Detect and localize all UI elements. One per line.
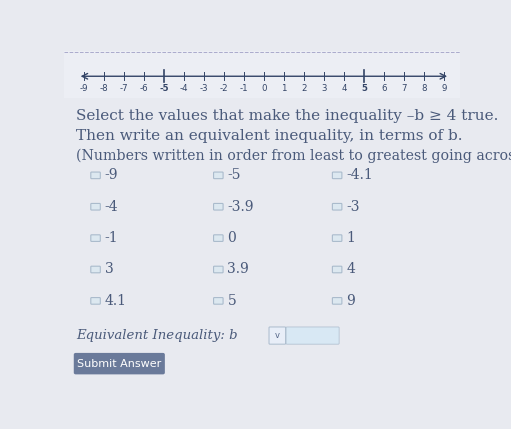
FancyBboxPatch shape xyxy=(332,203,342,210)
Text: 6: 6 xyxy=(381,84,387,93)
Text: 4.1: 4.1 xyxy=(105,294,127,308)
FancyBboxPatch shape xyxy=(91,172,100,178)
FancyBboxPatch shape xyxy=(332,172,342,178)
FancyBboxPatch shape xyxy=(332,235,342,242)
Text: Equivalent Inequality: b: Equivalent Inequality: b xyxy=(76,329,238,342)
FancyBboxPatch shape xyxy=(286,327,339,344)
Text: 0: 0 xyxy=(227,231,236,245)
Text: -4: -4 xyxy=(105,200,118,214)
Text: 1: 1 xyxy=(281,84,287,93)
Text: -5: -5 xyxy=(227,168,241,182)
Text: -3: -3 xyxy=(199,84,208,93)
Text: (Numbers written in order from least to greatest going across.): (Numbers written in order from least to … xyxy=(76,149,511,163)
Text: -3: -3 xyxy=(346,200,360,214)
Text: 4: 4 xyxy=(346,263,355,277)
FancyBboxPatch shape xyxy=(214,298,223,304)
Text: -4.1: -4.1 xyxy=(346,168,373,182)
FancyBboxPatch shape xyxy=(332,298,342,304)
Text: 1: 1 xyxy=(346,231,355,245)
Text: -1: -1 xyxy=(105,231,118,245)
FancyBboxPatch shape xyxy=(214,203,223,210)
Text: -7: -7 xyxy=(120,84,128,93)
FancyBboxPatch shape xyxy=(91,298,100,304)
FancyBboxPatch shape xyxy=(91,266,100,273)
FancyBboxPatch shape xyxy=(214,266,223,273)
FancyBboxPatch shape xyxy=(91,235,100,242)
Text: -1: -1 xyxy=(240,84,248,93)
Text: -4: -4 xyxy=(179,84,188,93)
Text: 9: 9 xyxy=(442,84,447,93)
Text: -3.9: -3.9 xyxy=(227,200,254,214)
Text: -6: -6 xyxy=(140,84,148,93)
Text: 7: 7 xyxy=(401,84,407,93)
Text: Select the values that make the inequality –b ≥ 4 true.: Select the values that make the inequali… xyxy=(76,109,498,123)
Text: Then write an equivalent inequality, in terms of b.: Then write an equivalent inequality, in … xyxy=(76,129,462,143)
Text: Submit Answer: Submit Answer xyxy=(77,359,161,369)
Text: 3.9: 3.9 xyxy=(227,263,249,277)
Text: 4: 4 xyxy=(341,84,346,93)
Text: -9: -9 xyxy=(79,84,88,93)
Text: 5: 5 xyxy=(361,84,367,93)
Text: 9: 9 xyxy=(346,294,355,308)
FancyBboxPatch shape xyxy=(214,235,223,242)
FancyBboxPatch shape xyxy=(74,353,165,375)
FancyBboxPatch shape xyxy=(214,172,223,178)
FancyBboxPatch shape xyxy=(332,266,342,273)
FancyBboxPatch shape xyxy=(91,203,100,210)
Text: v: v xyxy=(275,331,280,340)
Text: -8: -8 xyxy=(99,84,108,93)
Text: -5: -5 xyxy=(159,84,169,93)
Text: 8: 8 xyxy=(421,84,427,93)
Bar xyxy=(64,51,460,98)
Text: 0: 0 xyxy=(261,84,267,93)
Text: 3: 3 xyxy=(321,84,327,93)
Text: -2: -2 xyxy=(220,84,228,93)
Text: -9: -9 xyxy=(105,168,118,182)
Text: 2: 2 xyxy=(301,84,307,93)
Text: 5: 5 xyxy=(227,294,236,308)
FancyBboxPatch shape xyxy=(269,327,286,344)
Text: 3: 3 xyxy=(105,263,113,277)
